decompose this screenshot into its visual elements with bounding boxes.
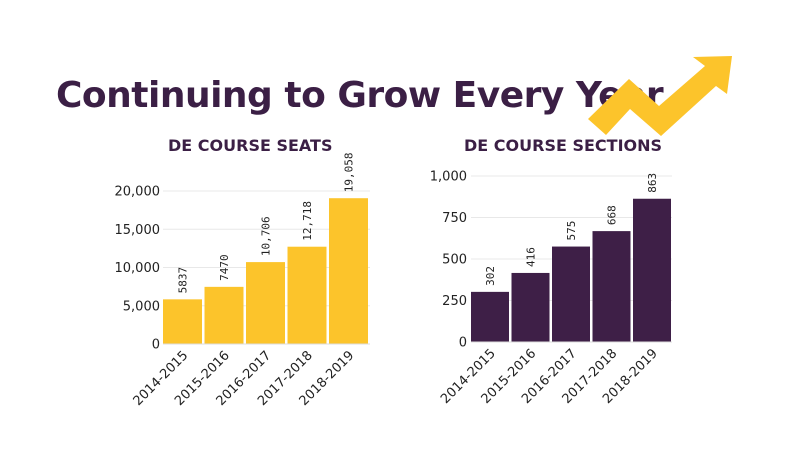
sections-bar: [592, 231, 631, 342]
sections-y-tick-label: 750: [442, 211, 467, 226]
seats-chart-title: DE COURSE SEATS: [168, 136, 333, 155]
seats-data-label: 5837: [177, 267, 190, 294]
seats-y-tick-label: 15,000: [115, 223, 161, 238]
sections-data-label: 863: [646, 173, 659, 193]
seats-y-tick-label: 0: [152, 338, 160, 353]
seats-data-label: 12,718: [301, 201, 314, 241]
seats-data-label: 10,706: [260, 216, 273, 256]
seats-bar: [246, 262, 285, 344]
seats-data-label: 7470: [218, 254, 231, 281]
sections-y-tick-label: 500: [442, 253, 467, 268]
sections-y-tick-label: 250: [442, 294, 467, 309]
seats-y-tick-label: 20,000: [115, 185, 161, 200]
seats-data-label: 19,058: [343, 152, 356, 192]
seats-y-tick-label: 10,000: [115, 261, 161, 276]
sections-bar: [471, 291, 509, 342]
sections-y-tick-label: 1,000: [430, 170, 467, 185]
sections-bar: [633, 198, 671, 342]
seats-y-tick-label: 5,000: [123, 299, 160, 314]
sections-data-label: 575: [565, 221, 578, 241]
sections-data-label: 416: [525, 247, 538, 267]
seats-bar: [163, 299, 202, 344]
page-title: Continuing to Grow Every Year: [56, 75, 664, 116]
sections-chart-title: DE COURSE SECTIONS: [464, 136, 663, 155]
seats-bar: [204, 286, 244, 344]
sections-data-label: 668: [606, 205, 619, 225]
sections-y-tick-label: 0: [459, 336, 467, 351]
sections-bar: [511, 272, 550, 342]
rising-arrow-shape: [588, 56, 732, 136]
seats-bar: [287, 246, 327, 344]
sections-data-label: 302: [484, 266, 497, 286]
sections-bar: [552, 246, 590, 342]
seats-bar: [329, 198, 368, 344]
